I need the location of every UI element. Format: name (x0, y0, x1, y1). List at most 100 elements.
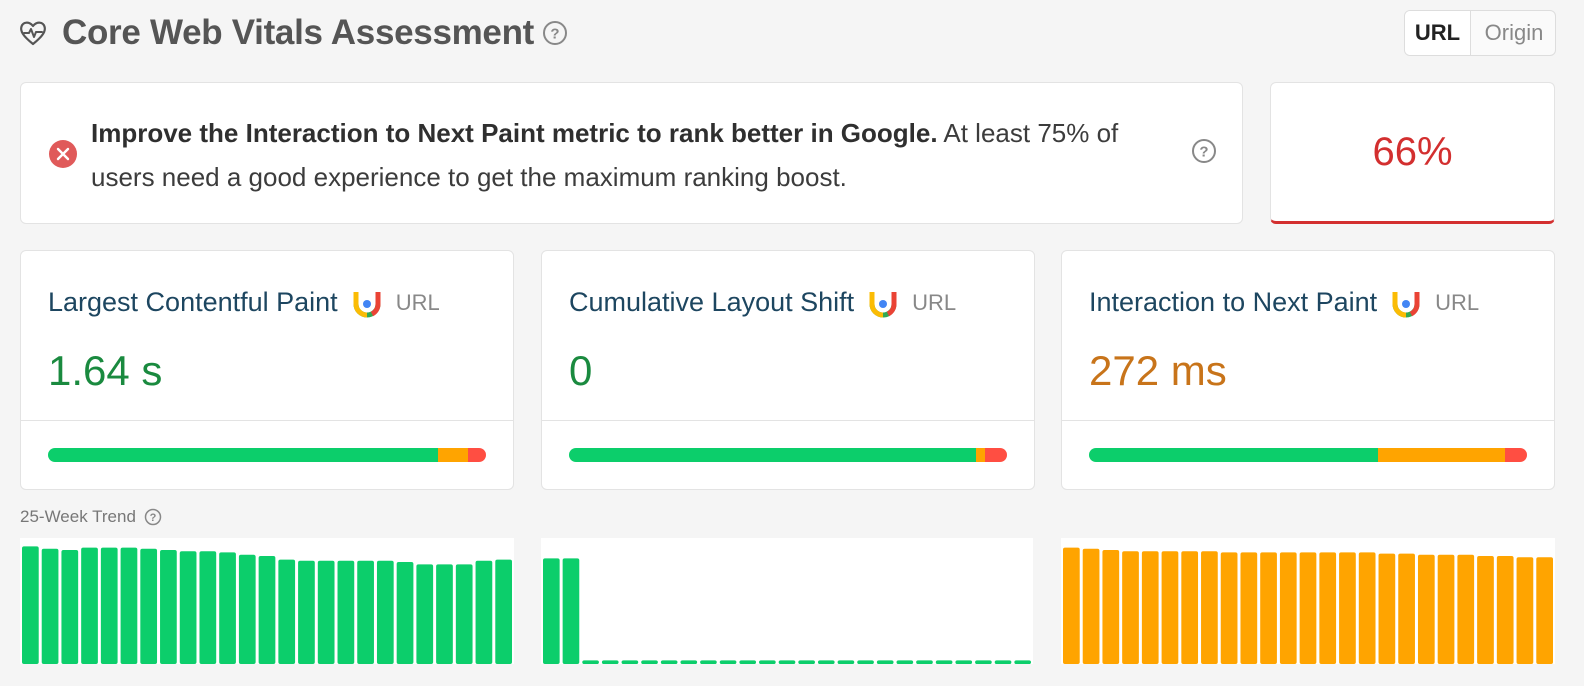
trend-bar (1378, 553, 1396, 664)
bar-poor-segment (1505, 448, 1527, 462)
trend-bar (376, 560, 394, 664)
trend-bar (1220, 552, 1238, 664)
help-icon[interactable]: ? (542, 20, 568, 46)
assessment-message-bold: Improve the Interaction to Next Paint me… (91, 118, 938, 148)
trend-bar (1279, 552, 1297, 664)
bar-needs-improvement-segment (976, 448, 986, 462)
trend-bar (199, 551, 217, 664)
trend-bar (1536, 557, 1553, 664)
distribution-bar (1089, 448, 1527, 462)
trend-bar (416, 564, 434, 664)
assessment-score-box: 66% (1270, 82, 1555, 224)
trend-bar (994, 660, 1012, 664)
trend-bar (258, 556, 276, 664)
help-icon[interactable]: ? (144, 508, 162, 526)
assessment-score: 66% (1372, 129, 1453, 174)
metric-card-lcp[interactable]: Largest Contentful Paint URL 1.64 s (20, 250, 514, 490)
trend-bar (700, 660, 717, 664)
trend-bar (876, 660, 894, 664)
trend-chart-inp[interactable] (1061, 538, 1555, 664)
trend-bar (935, 660, 953, 664)
trend-bar (1398, 553, 1415, 664)
trend-bar (475, 560, 493, 664)
trend-bar (278, 559, 296, 664)
trend-bar (896, 660, 914, 664)
trend-bar (759, 660, 776, 664)
toggle-origin[interactable]: Origin (1484, 20, 1544, 45)
assessment-box: Improve the Interaction to Next Paint me… (20, 82, 1243, 224)
trend-bar (1496, 556, 1514, 664)
trend-bar (582, 660, 599, 664)
trend-bar (1457, 554, 1475, 664)
trend-bar (680, 660, 698, 664)
bar-good-segment (48, 448, 438, 462)
trend-bar (1299, 552, 1317, 664)
svg-text:?: ? (150, 512, 157, 524)
trend-bar (1477, 556, 1494, 664)
assessment-message-rest: At least 75% of users need a good experi… (91, 118, 1119, 192)
trend-bar (317, 560, 335, 664)
trend-label-text: 25-Week Trend (20, 507, 136, 526)
metric-name: Interaction to Next Paint (1089, 287, 1378, 317)
trend-bar (455, 564, 473, 664)
trend-bar (1063, 547, 1080, 664)
trend-label: 25-Week Trend ? (20, 507, 162, 527)
trend-bar (1516, 557, 1534, 664)
trend-bar (955, 660, 973, 664)
trend-bar (1201, 551, 1218, 664)
trend-bar (916, 660, 933, 664)
trend-bar (719, 660, 737, 664)
header: Core Web Vitals Assessment ? (18, 10, 568, 56)
trend-chart-cls[interactable] (541, 538, 1033, 664)
trend-bar (1260, 552, 1277, 664)
distribution-bar (569, 448, 1007, 462)
help-icon[interactable]: ? (1191, 138, 1217, 164)
trend-bar (857, 660, 874, 664)
metric-card-cls[interactable]: Cumulative Layout Shift URL 0 (541, 250, 1035, 490)
page-title: Core Web Vitals Assessment (62, 13, 535, 52)
trend-bar (1141, 551, 1159, 664)
trend-bars (543, 558, 1031, 664)
chrome-ux-report-icon (353, 291, 381, 317)
bar-needs-improvement-segment (1378, 448, 1506, 462)
svg-text:?: ? (550, 26, 559, 43)
trend-bar (160, 550, 177, 664)
metric-value: 1.64 s (48, 347, 163, 394)
trend-bar (543, 558, 560, 664)
metric-value: 272 ms (1089, 347, 1227, 394)
url-origin-toggle: URL Origin (1404, 10, 1556, 56)
trend-bar (357, 560, 374, 664)
chrome-ux-report-icon (869, 291, 897, 317)
trend-bar (1014, 660, 1031, 664)
metric-name: Largest Contentful Paint (48, 287, 338, 317)
trend-bar (1319, 552, 1337, 664)
assessment-message: Improve the Interaction to Next Paint me… (91, 111, 1181, 199)
trend-bar (219, 552, 236, 664)
toggle-url[interactable]: URL (1405, 11, 1471, 55)
trend-bar (562, 558, 580, 664)
trend-chart-lcp[interactable] (20, 538, 514, 664)
trend-bars (22, 546, 512, 664)
trend-bar (1082, 548, 1100, 664)
trend-bar (641, 660, 658, 664)
svg-text:?: ? (1199, 144, 1208, 161)
trend-bar (1240, 552, 1258, 664)
trend-bar (1122, 551, 1139, 664)
metric-card-inp[interactable]: Interaction to Next Paint URL 272 ms (1061, 250, 1555, 490)
trend-bar (436, 564, 453, 664)
trend-bar (1358, 552, 1376, 664)
trend-bar (140, 548, 158, 664)
metric-value: 0 (569, 347, 593, 394)
bar-good-segment (1089, 448, 1379, 462)
trend-bar (120, 547, 138, 664)
metric-scope: URL (912, 289, 957, 315)
trend-bar (778, 660, 796, 664)
trend-bar (298, 560, 315, 664)
trend-bar (41, 548, 59, 664)
metric-scope: URL (395, 289, 440, 315)
trend-bar (1417, 554, 1435, 664)
trend-bar (837, 660, 855, 664)
trend-bar (100, 547, 118, 664)
trend-bar (817, 660, 835, 664)
trend-bar (621, 660, 639, 664)
